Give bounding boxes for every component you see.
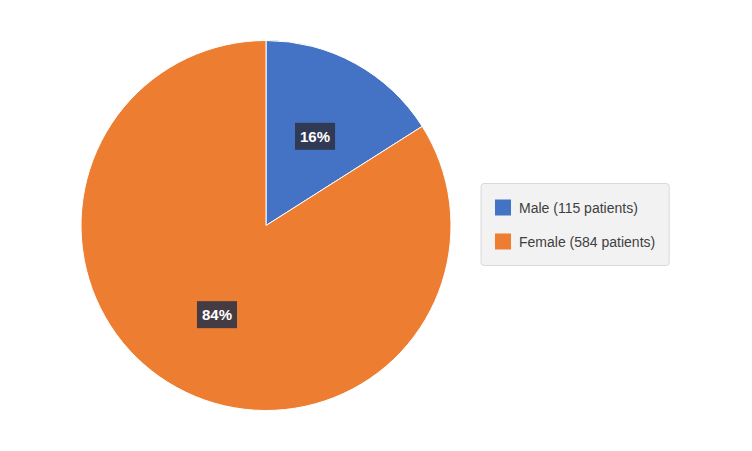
data-label: 16% — [300, 128, 330, 145]
chart: 16% 84% Male (115 patients) Female (584 pat… — [0, 0, 752, 451]
data-label: 84% — [202, 306, 232, 323]
data-label-box — [197, 301, 237, 328]
legend: Male (115 patients) Female (584 patients) — [481, 184, 669, 266]
legend-swatch — [495, 234, 511, 250]
legend-label: Male (115 patients) — [519, 200, 638, 216]
legend-label: Female (584 patients) — [519, 234, 655, 250]
data-label-group: 84% — [197, 301, 237, 328]
pie — [81, 41, 451, 411]
legend-frame — [481, 184, 669, 266]
pie-slice — [81, 41, 451, 411]
legend-item: Female (584 patients) — [495, 234, 655, 250]
legend-swatch — [495, 200, 511, 216]
legend-item: Male (115 patients) — [495, 200, 638, 216]
data-labels: 16% 84% — [197, 123, 335, 328]
data-label-box — [295, 123, 335, 150]
data-label-group: 16% — [295, 123, 335, 150]
